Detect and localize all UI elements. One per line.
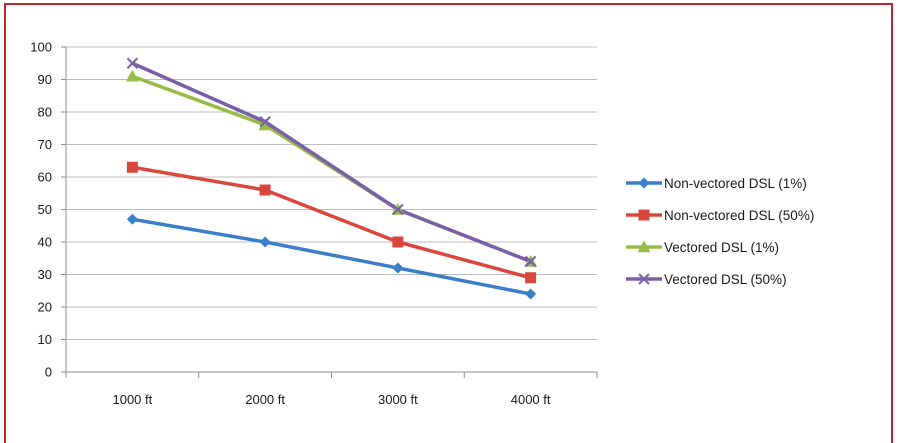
x-tick-label: 2000 ft — [245, 392, 285, 407]
y-tick-label: 100 — [30, 40, 52, 55]
data-point-stroke — [392, 203, 404, 216]
y-tick-label: 40 — [38, 235, 52, 250]
y-tick-label: 30 — [38, 267, 52, 282]
data-point — [392, 262, 404, 274]
y-tick-label: 60 — [38, 170, 52, 185]
y-tick-label: 80 — [38, 105, 52, 120]
legend-label: Vectored DSL (1%) — [664, 240, 779, 255]
y-axis-ticks: 0 10 20 30 40 50 60 70 80 90 100 — [30, 40, 52, 380]
axes — [61, 46, 598, 378]
data-point-stroke — [524, 255, 537, 268]
y-tick-label: 20 — [38, 300, 52, 315]
data-point — [392, 236, 404, 248]
legend-marker — [637, 240, 651, 253]
series-line-3 — [130, 74, 533, 264]
legend-marker — [638, 209, 650, 221]
y-tick-label: 70 — [38, 137, 52, 152]
legend-label: Non-vectored DSL (1%) — [664, 176, 807, 191]
series-line-1 — [130, 217, 533, 296]
data-point-stroke — [126, 57, 139, 69]
x-tick-label: 1000 ft — [112, 392, 152, 407]
data-point — [126, 161, 138, 173]
legend-marker — [638, 177, 650, 189]
x-tick-label: 4000 ft — [511, 392, 551, 407]
data-point — [525, 272, 537, 284]
data-point — [259, 184, 271, 196]
data-point — [259, 236, 271, 248]
data-point — [126, 213, 138, 225]
gridlines — [66, 46, 597, 340]
legend-label: Non-vectored DSL (50%) — [664, 208, 814, 223]
series-markers — [125, 57, 538, 300]
series-line-4 — [130, 61, 533, 264]
legend-marker-stroke — [638, 273, 650, 285]
legend: Non-vectored DSL (1%) Non-vectored DSL (5… — [626, 176, 814, 287]
series-line-2 — [130, 165, 533, 280]
x-tick-label: 3000 ft — [378, 392, 418, 407]
data-point — [259, 116, 271, 128]
x-axis-ticks: 1000 ft 2000 ft 3000 ft 4000 ft — [112, 392, 550, 407]
y-tick-label: 90 — [38, 72, 52, 87]
y-tick-label: 10 — [38, 332, 52, 347]
y-tick-label: 50 — [38, 202, 52, 217]
legend-label: Vectored DSL (50%) — [664, 272, 787, 287]
data-point — [524, 255, 537, 268]
y-tick-label: 0 — [45, 365, 52, 380]
data-point — [126, 57, 139, 69]
legend-marker — [638, 273, 650, 285]
data-point — [525, 288, 537, 300]
data-point-stroke — [259, 116, 271, 128]
data-point — [125, 69, 139, 82]
series-lines — [130, 61, 533, 296]
data-point — [258, 118, 272, 131]
data-point — [392, 203, 404, 216]
line-chart: 0 10 20 30 40 50 60 70 80 90 100 1000 ft 2000 ft 300… — [30, 40, 814, 408]
